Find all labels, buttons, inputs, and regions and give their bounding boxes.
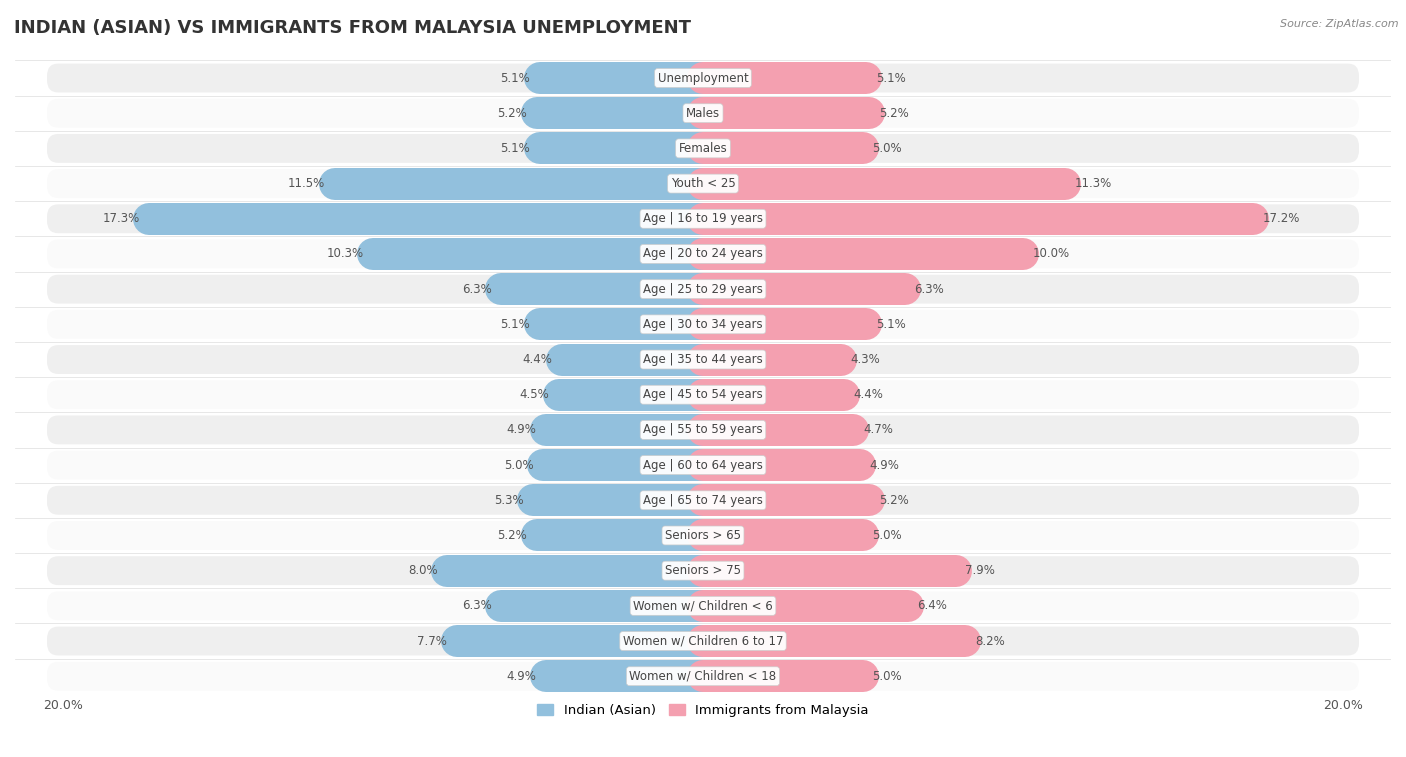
FancyBboxPatch shape — [46, 169, 1360, 198]
FancyBboxPatch shape — [46, 556, 1360, 585]
Text: 7.7%: 7.7% — [418, 634, 447, 647]
Text: 5.1%: 5.1% — [501, 71, 530, 85]
Text: Age | 65 to 74 years: Age | 65 to 74 years — [643, 494, 763, 506]
Text: Unemployment: Unemployment — [658, 71, 748, 85]
Text: Women w/ Children < 18: Women w/ Children < 18 — [630, 670, 776, 683]
Text: 4.4%: 4.4% — [523, 353, 553, 366]
Text: 5.1%: 5.1% — [501, 318, 530, 331]
Text: Age | 35 to 44 years: Age | 35 to 44 years — [643, 353, 763, 366]
FancyBboxPatch shape — [46, 450, 1360, 479]
Text: Source: ZipAtlas.com: Source: ZipAtlas.com — [1281, 19, 1399, 29]
FancyBboxPatch shape — [46, 521, 1360, 550]
Text: 5.1%: 5.1% — [876, 318, 905, 331]
Text: 5.2%: 5.2% — [498, 107, 527, 120]
FancyBboxPatch shape — [46, 204, 1360, 233]
FancyBboxPatch shape — [46, 98, 1360, 128]
Text: Age | 20 to 24 years: Age | 20 to 24 years — [643, 248, 763, 260]
Text: 17.2%: 17.2% — [1263, 212, 1301, 226]
FancyBboxPatch shape — [46, 627, 1360, 656]
Text: 4.9%: 4.9% — [506, 670, 537, 683]
Text: Females: Females — [679, 142, 727, 155]
FancyBboxPatch shape — [46, 239, 1360, 269]
FancyBboxPatch shape — [46, 486, 1360, 515]
Text: 5.2%: 5.2% — [498, 529, 527, 542]
Text: 17.3%: 17.3% — [103, 212, 139, 226]
Text: Age | 60 to 64 years: Age | 60 to 64 years — [643, 459, 763, 472]
Text: 5.0%: 5.0% — [873, 529, 903, 542]
FancyBboxPatch shape — [46, 64, 1360, 92]
Text: 8.0%: 8.0% — [408, 564, 437, 577]
FancyBboxPatch shape — [46, 134, 1360, 163]
Text: Age | 16 to 19 years: Age | 16 to 19 years — [643, 212, 763, 226]
Text: Youth < 25: Youth < 25 — [671, 177, 735, 190]
Text: 6.4%: 6.4% — [917, 600, 948, 612]
Text: Women w/ Children 6 to 17: Women w/ Children 6 to 17 — [623, 634, 783, 647]
Text: 5.2%: 5.2% — [879, 107, 908, 120]
Text: INDIAN (ASIAN) VS IMMIGRANTS FROM MALAYSIA UNEMPLOYMENT: INDIAN (ASIAN) VS IMMIGRANTS FROM MALAYS… — [14, 19, 692, 37]
Text: Women w/ Children < 6: Women w/ Children < 6 — [633, 600, 773, 612]
Text: 11.3%: 11.3% — [1074, 177, 1112, 190]
Text: 4.9%: 4.9% — [506, 423, 537, 436]
Text: 5.2%: 5.2% — [879, 494, 908, 506]
Text: 4.7%: 4.7% — [863, 423, 893, 436]
Text: Seniors > 75: Seniors > 75 — [665, 564, 741, 577]
Text: 4.3%: 4.3% — [851, 353, 880, 366]
FancyBboxPatch shape — [46, 275, 1360, 304]
Text: Seniors > 65: Seniors > 65 — [665, 529, 741, 542]
FancyBboxPatch shape — [46, 662, 1360, 690]
FancyBboxPatch shape — [46, 591, 1360, 620]
FancyBboxPatch shape — [46, 416, 1360, 444]
Text: Age | 30 to 34 years: Age | 30 to 34 years — [643, 318, 763, 331]
Text: Age | 45 to 54 years: Age | 45 to 54 years — [643, 388, 763, 401]
Text: 5.0%: 5.0% — [873, 670, 903, 683]
Text: Age | 25 to 29 years: Age | 25 to 29 years — [643, 282, 763, 296]
Text: 7.9%: 7.9% — [966, 564, 995, 577]
Text: 5.0%: 5.0% — [503, 459, 533, 472]
Text: 4.5%: 4.5% — [520, 388, 550, 401]
Text: 5.1%: 5.1% — [501, 142, 530, 155]
Text: 5.0%: 5.0% — [873, 142, 903, 155]
Text: 4.4%: 4.4% — [853, 388, 883, 401]
Text: Males: Males — [686, 107, 720, 120]
Text: 6.3%: 6.3% — [914, 282, 943, 296]
Text: 4.9%: 4.9% — [869, 459, 900, 472]
Text: 5.3%: 5.3% — [494, 494, 524, 506]
FancyBboxPatch shape — [46, 380, 1360, 409]
Text: 6.3%: 6.3% — [463, 600, 492, 612]
Text: 10.0%: 10.0% — [1032, 248, 1070, 260]
Text: Age | 55 to 59 years: Age | 55 to 59 years — [643, 423, 763, 436]
Text: 10.3%: 10.3% — [326, 248, 364, 260]
Legend: Indian (Asian), Immigrants from Malaysia: Indian (Asian), Immigrants from Malaysia — [531, 699, 875, 722]
Text: 11.5%: 11.5% — [288, 177, 325, 190]
Text: 6.3%: 6.3% — [463, 282, 492, 296]
Text: 5.1%: 5.1% — [876, 71, 905, 85]
FancyBboxPatch shape — [46, 310, 1360, 339]
FancyBboxPatch shape — [46, 345, 1360, 374]
Text: 8.2%: 8.2% — [974, 634, 1005, 647]
